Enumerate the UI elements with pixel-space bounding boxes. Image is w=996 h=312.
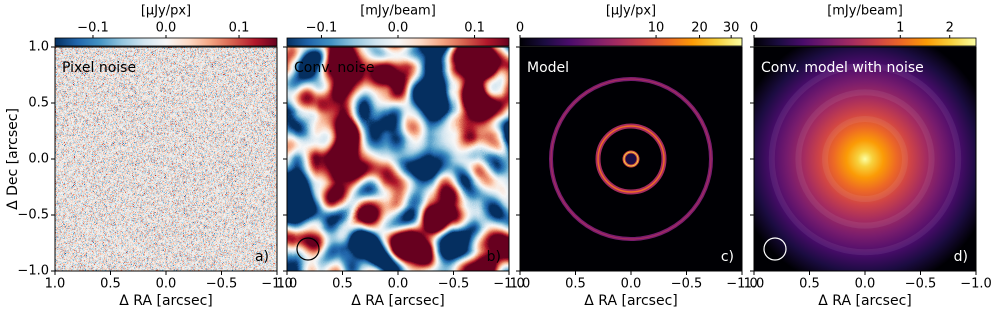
panel-label: d) bbox=[954, 249, 968, 265]
colorbar bbox=[753, 37, 977, 47]
x-tick-label: −0.5 bbox=[671, 277, 703, 292]
x-tick-label: −0.5 bbox=[438, 277, 470, 292]
beam bbox=[763, 237, 787, 261]
colorbar-tick-label: 20 bbox=[691, 21, 708, 36]
ring bbox=[597, 125, 665, 193]
x-tick-label: 0.0 bbox=[388, 277, 409, 292]
y-tick-label: 0.0 bbox=[28, 152, 49, 167]
y-tick-label: 0.5 bbox=[28, 96, 49, 111]
x-tick-label: −1.0 bbox=[493, 277, 525, 292]
panel-title: Model bbox=[527, 60, 569, 76]
image bbox=[287, 47, 509, 271]
colorbar-label: [mJy/beam] bbox=[827, 4, 903, 19]
x-tick-label: 0.0 bbox=[156, 277, 177, 292]
colorbar bbox=[519, 37, 743, 47]
colorbar-tick-label: 0 bbox=[516, 21, 524, 36]
x-tick-label: −1.0 bbox=[726, 277, 758, 292]
x-tick-label: 1.0 bbox=[510, 277, 531, 292]
image bbox=[55, 47, 277, 271]
y-axis-label: Δ Dec [arcsec] bbox=[5, 108, 21, 210]
colorbar-label: [μJy/px] bbox=[606, 4, 656, 19]
x-tick-label: 1.0 bbox=[744, 277, 765, 292]
x-tick-label: 0.0 bbox=[855, 277, 876, 292]
y-tick-label: 1.0 bbox=[28, 40, 49, 55]
x-axis-label: Δ RA [arcsec] bbox=[584, 293, 677, 309]
colorbar-tick-label: 0.1 bbox=[229, 21, 250, 36]
ring-glow bbox=[768, 62, 962, 256]
x-axis-label: Δ RA [arcsec] bbox=[351, 293, 444, 309]
colorbar-tick-label: 2 bbox=[946, 21, 954, 36]
panel-title: Pixel noise bbox=[62, 60, 136, 76]
x-tick-label: −1.0 bbox=[261, 277, 293, 292]
y-tick-label: −0.5 bbox=[17, 208, 49, 223]
beam bbox=[296, 237, 320, 261]
x-tick-label: −0.5 bbox=[905, 277, 937, 292]
panel-label: b) bbox=[487, 249, 501, 265]
colorbar-label: [μJy/px] bbox=[141, 4, 191, 19]
x-tick-label: 1.0 bbox=[277, 277, 298, 292]
ring-glow bbox=[822, 116, 908, 202]
image bbox=[754, 47, 976, 271]
x-tick-label: −0.5 bbox=[206, 277, 238, 292]
x-axis-label: Δ RA [arcsec] bbox=[818, 293, 911, 309]
ring bbox=[550, 78, 712, 240]
colorbar-tick-label: 10 bbox=[648, 21, 665, 36]
colorbar-label: [mJy/beam] bbox=[360, 4, 436, 19]
x-tick-label: 0.0 bbox=[621, 277, 642, 292]
y-tick-label: −1.0 bbox=[17, 264, 49, 279]
panel-label: c) bbox=[721, 249, 734, 265]
x-tick-label: 0.5 bbox=[332, 277, 353, 292]
x-tick-label: 0.5 bbox=[799, 277, 820, 292]
panel-title: Conv. noise bbox=[294, 60, 375, 76]
x-tick-label: 0.5 bbox=[565, 277, 586, 292]
colorbar-tick-label: 30 bbox=[723, 21, 740, 36]
ring-glow bbox=[795, 89, 935, 229]
panel-label: a) bbox=[255, 249, 269, 265]
colorbar-tick-label: 0.0 bbox=[156, 21, 177, 36]
colorbar-tick-label: 0.1 bbox=[464, 21, 485, 36]
colorbar-tick-label: −0.1 bbox=[77, 21, 109, 36]
colorbar-tick-label: −0.1 bbox=[306, 21, 338, 36]
colorbar bbox=[54, 37, 278, 47]
colorbar-tick-label: 0 bbox=[750, 21, 758, 36]
x-tick-label: 0.5 bbox=[100, 277, 121, 292]
ring bbox=[623, 151, 639, 167]
colorbar-tick-label: 0.0 bbox=[388, 21, 409, 36]
x-axis-label: Δ RA [arcsec] bbox=[119, 293, 212, 309]
x-tick-label: 1.0 bbox=[45, 277, 66, 292]
colorbar-tick-label: 1 bbox=[896, 21, 904, 36]
x-tick-label: −1.0 bbox=[960, 277, 992, 292]
colorbar bbox=[286, 37, 510, 47]
panel-title: Conv. model with noise bbox=[761, 60, 924, 76]
